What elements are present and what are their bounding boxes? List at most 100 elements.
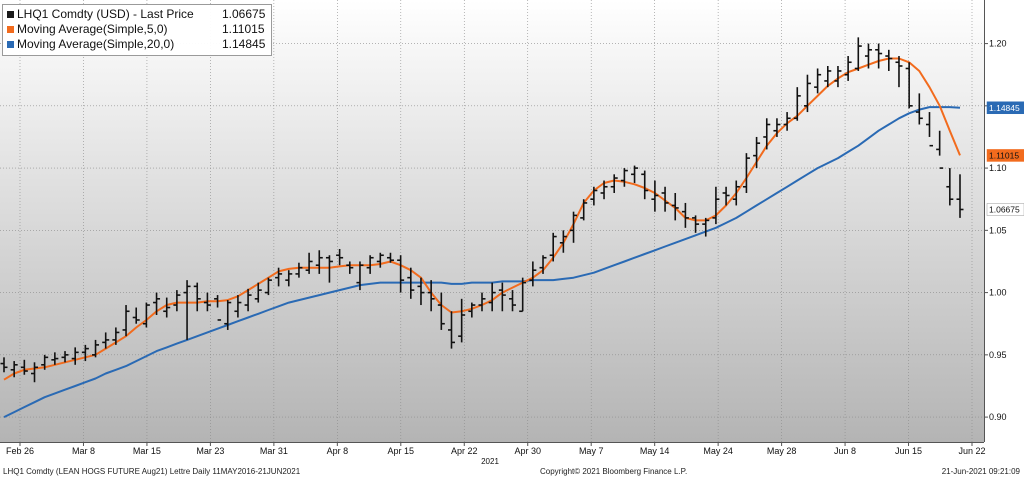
- ohlc-bar: [783, 112, 791, 131]
- legend-item-ma20: Moving Average(Simple,20,0) 1.14845: [7, 37, 265, 52]
- ohlc-bar: [641, 170, 649, 200]
- ohlc-bar: [600, 180, 608, 200]
- ohlc-bar: [478, 292, 486, 312]
- ohlc-bar: [539, 255, 547, 274]
- legend: LHQ1 Comdty (USD) - Last Price 1.06675 M…: [2, 4, 273, 56]
- ohlc-bar: [905, 62, 913, 109]
- axis-background: [984, 0, 1024, 466]
- ohlc-bar: [732, 180, 740, 206]
- ohlc-bar: [132, 307, 140, 324]
- ohlc-bar: [620, 168, 628, 187]
- ohlc-bar: [895, 56, 903, 88]
- x-tick-label: Feb 26: [6, 446, 34, 456]
- legend-label-ma20: Moving Average(Simple,20,0): [17, 37, 175, 51]
- footer-security-info: LHQ1 Comdty (LEAN HOGS FUTURE Aug21) Let…: [3, 467, 301, 476]
- x-tick-label: Mar 31: [260, 446, 288, 456]
- ohlc-bar: [427, 280, 435, 312]
- last-value-tag-bg: [986, 101, 1024, 115]
- x-tick-label: Apr 22: [451, 446, 478, 456]
- ohlc-bar: [386, 252, 394, 263]
- last-value-tag-bg: [986, 203, 1024, 216]
- ohlc-bar: [447, 311, 455, 349]
- x-tick-label: Jun 15: [895, 446, 922, 456]
- legend-item-price: LHQ1 Comdty (USD) - Last Price 1.06675: [7, 7, 265, 22]
- ohlc-bar: [549, 232, 557, 262]
- x-tick-label: Apr 8: [327, 446, 349, 456]
- ohlc-bar: [742, 153, 750, 193]
- ohlc-bar: [671, 192, 679, 221]
- last-value-tag-label: 1.06675: [989, 205, 1020, 215]
- ohlc-bar: [224, 300, 232, 330]
- ohlc-bar: [712, 186, 720, 225]
- ohlc-bar: [661, 186, 669, 212]
- legend-value-ma5: 1.11015: [222, 22, 265, 36]
- last-value-tag-label: 1.14845: [989, 103, 1020, 113]
- ohlc-bar: [264, 277, 272, 296]
- x-tick-label: Apr 15: [388, 446, 415, 456]
- x-tick-label: Mar 8: [72, 446, 95, 456]
- legend-swatch-price: [7, 11, 14, 18]
- plot-background: [0, 0, 984, 442]
- legend-value-price: 1.06675: [222, 7, 266, 21]
- y-tick-label: 1.00: [989, 288, 1007, 298]
- ohlc-bar: [458, 298, 466, 343]
- last-value-tag-bg: [986, 149, 1024, 162]
- ohlc-bar: [336, 249, 344, 266]
- legend-label-ma5: Moving Average(Simple,5,0): [17, 22, 168, 36]
- ohlc-bar: [529, 261, 537, 287]
- footer-timestamp: 21-Jun-2021 09:21:09: [941, 467, 1020, 476]
- ohlc-bar: [488, 282, 496, 312]
- x-tick-label: Jun 22: [958, 446, 985, 456]
- last-value-tags: 1.14845 1.11015 1.06675: [986, 101, 1024, 216]
- ohlc-bar: [753, 136, 761, 169]
- ohlc-bar: [468, 302, 476, 318]
- ohlc-bar: [112, 327, 120, 345]
- y-tick-label: 1.10: [989, 163, 1007, 173]
- ohlc-bar: [193, 282, 201, 312]
- ohlc-bar: [559, 230, 567, 253]
- footer-copyright: Copyright© 2021 Bloomberg Finance L.P.: [540, 467, 688, 476]
- ohlc-bar: [864, 43, 872, 69]
- ohlc-bar: [325, 255, 333, 283]
- ohlc-bar: [610, 174, 618, 193]
- ohlc-bar: [397, 255, 405, 293]
- ohlc-bar: [142, 302, 150, 328]
- ohlc-bar: [936, 130, 944, 169]
- ohlc-bar: [254, 282, 262, 303]
- ohlc-bar: [885, 49, 893, 71]
- x-year-label: 2021: [481, 457, 499, 466]
- ohlc-bar: [92, 339, 100, 358]
- ohlc-bar: [417, 277, 425, 306]
- ohlc-bar: [163, 297, 171, 318]
- ohlc-bar: [702, 217, 710, 237]
- ohlc-bar: [183, 280, 191, 340]
- ohlc-bar: [61, 351, 69, 363]
- ohlc-bar: [580, 199, 588, 221]
- y-tick-label: 1.20: [989, 39, 1007, 49]
- ohlc-bar: [10, 361, 18, 378]
- x-tick-label: May 7: [579, 446, 604, 456]
- ohlc-bar: [844, 56, 852, 81]
- ohlc-bar: [173, 290, 181, 312]
- ohlc-bar: [20, 359, 28, 375]
- ohlc-bar: [498, 282, 506, 312]
- ohlc-bar: [722, 186, 730, 206]
- last-value-tag: 1.06675: [986, 203, 1024, 216]
- y-tick-label: 0.95: [989, 350, 1007, 360]
- ohlc-bar: [244, 288, 252, 312]
- last-value-tag: 1.14845: [986, 101, 1024, 115]
- ohlc-bar: [915, 93, 923, 125]
- ohlc-bar: [946, 168, 954, 206]
- ohlc-bar: [203, 292, 211, 312]
- ohlc-bar: [122, 305, 130, 337]
- footer: LHQ1 Comdty (LEAN HOGS FUTURE Aug21) Let…: [0, 466, 1024, 478]
- ohlc-bar: [956, 174, 964, 218]
- ohlc-bar: [0, 357, 8, 373]
- x-tick-label: May 24: [703, 446, 733, 456]
- ohlc-bar: [509, 290, 517, 312]
- ohlc-bar: [366, 255, 374, 274]
- legend-swatch-ma20: [7, 41, 14, 48]
- ohlc-bar: [81, 344, 89, 362]
- ohlc-bar: [570, 211, 578, 243]
